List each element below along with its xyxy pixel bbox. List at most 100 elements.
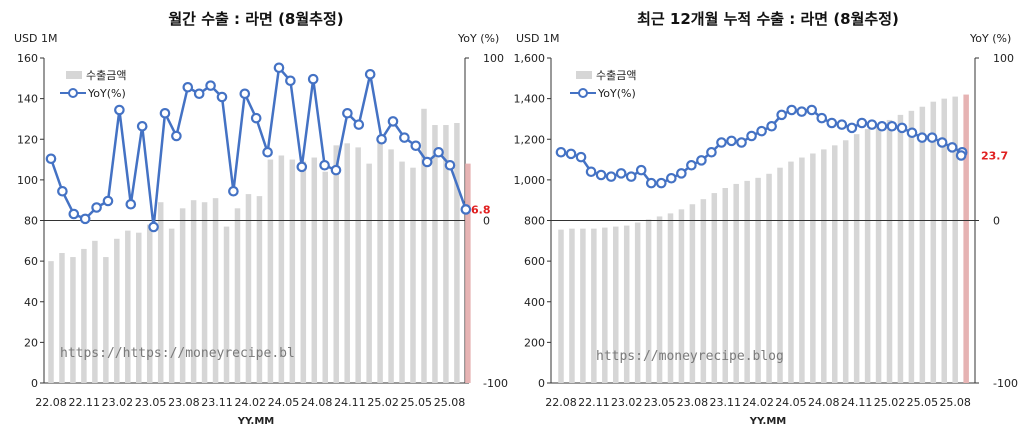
yoy-marker bbox=[364, 68, 376, 80]
bar bbox=[623, 225, 630, 383]
yoy-marker bbox=[666, 172, 677, 184]
x-tick-label: 25.08 bbox=[939, 396, 971, 409]
yoy-marker bbox=[595, 169, 607, 181]
bar bbox=[81, 248, 87, 383]
bar bbox=[223, 226, 230, 383]
bar bbox=[645, 219, 652, 383]
legend-item-bar: 수출금액 bbox=[60, 66, 126, 84]
bar bbox=[278, 155, 285, 383]
bar bbox=[799, 157, 805, 383]
yoy-marker bbox=[756, 125, 767, 137]
bar bbox=[941, 98, 947, 383]
yoy-marker bbox=[285, 75, 296, 87]
yoy-marker bbox=[936, 137, 948, 148]
bar bbox=[48, 261, 54, 383]
bar bbox=[864, 129, 871, 383]
x-tick-label: 23.05 bbox=[135, 396, 167, 409]
yoy-marker bbox=[262, 146, 273, 158]
y-tick-label: 80 bbox=[24, 215, 38, 228]
yoy-marker bbox=[319, 159, 330, 171]
y-tick-label: 1,000 bbox=[514, 174, 546, 187]
yoy-marker bbox=[159, 107, 171, 119]
y-tick-label: 1,600 bbox=[514, 52, 546, 65]
y-tick-label: 120 bbox=[17, 133, 38, 146]
bar bbox=[454, 123, 460, 383]
bar bbox=[377, 137, 383, 383]
bar bbox=[700, 199, 707, 383]
yoy-marker bbox=[353, 119, 365, 130]
bar bbox=[558, 229, 564, 383]
y-tick-label: 400 bbox=[524, 296, 545, 309]
y2-axis-label: YoY (%) bbox=[970, 32, 1012, 45]
y-tick-label: 40 bbox=[24, 296, 38, 309]
x-tick-label: 23.11 bbox=[710, 396, 742, 409]
legend-swatch bbox=[576, 71, 592, 79]
yoy-marker bbox=[216, 91, 228, 103]
y2-tick-label: 0 bbox=[483, 215, 490, 228]
legend-line-marker bbox=[60, 88, 86, 98]
legend-label: YoY(%) bbox=[598, 86, 636, 100]
bar bbox=[810, 153, 816, 383]
bar bbox=[667, 213, 674, 383]
chart-svg-cumulative: 0 200 400 600 800 1,000 1,200 1,400 1,600 -100 0 10… bbox=[514, 52, 1018, 409]
x-tick-label: 25.02 bbox=[874, 396, 906, 409]
bar bbox=[443, 125, 449, 383]
bar bbox=[410, 167, 416, 383]
y2-tick-label: 100 bbox=[483, 52, 504, 65]
x-tick-label: 24.11 bbox=[334, 396, 366, 409]
yoy-marker bbox=[228, 185, 239, 197]
legend-line-marker bbox=[570, 88, 596, 98]
bar bbox=[580, 228, 586, 383]
yoy-marker bbox=[676, 168, 687, 179]
y2-tick-label: 0 bbox=[993, 215, 1000, 228]
legend-item-bar: 수출금액 bbox=[570, 66, 636, 84]
y-tick-label: 600 bbox=[524, 255, 545, 268]
y-tick-label: 1,400 bbox=[514, 93, 546, 106]
bar bbox=[613, 226, 619, 383]
bar bbox=[591, 228, 597, 383]
y-tick-label: 0 bbox=[538, 377, 545, 390]
bar bbox=[103, 257, 109, 383]
bar bbox=[755, 177, 761, 383]
watermark: https://moneyrecipe.blog bbox=[596, 349, 784, 364]
legend: 수출금액 YoY(%) bbox=[60, 66, 126, 102]
bar bbox=[656, 216, 663, 383]
bar bbox=[179, 208, 186, 383]
bar bbox=[125, 230, 131, 383]
bar bbox=[602, 227, 608, 383]
yoy-marker bbox=[102, 195, 114, 207]
bar bbox=[875, 126, 882, 383]
bar bbox=[234, 208, 241, 383]
yoy-marker bbox=[726, 135, 737, 147]
legend-label: 수출금액 bbox=[596, 69, 637, 82]
x-tick-label: 23.11 bbox=[201, 396, 233, 409]
yoy-marker bbox=[635, 164, 647, 176]
bar bbox=[256, 196, 263, 383]
bar bbox=[634, 222, 641, 383]
yoy-marker bbox=[125, 198, 137, 210]
yoy-marker bbox=[946, 142, 958, 153]
bar bbox=[908, 110, 915, 383]
bar bbox=[963, 94, 969, 383]
yoy-marker bbox=[399, 132, 410, 143]
yoy-marker bbox=[565, 148, 577, 160]
yoy-marker bbox=[376, 133, 387, 145]
bar bbox=[399, 161, 405, 383]
yoy-marker bbox=[806, 104, 818, 116]
yoy-marker bbox=[605, 171, 617, 182]
bar bbox=[853, 134, 860, 383]
y2-axis-label: YoY (%) bbox=[458, 32, 500, 45]
bar bbox=[733, 183, 739, 383]
x-tick-label: 23.02 bbox=[611, 396, 643, 409]
last-value-label: 23.7 bbox=[981, 150, 1008, 163]
chart-panel-cumulative: 0 200 400 600 800 1,000 1,200 1,400 1,600 -100 0 10… bbox=[512, 0, 1024, 445]
legend-label: 수출금액 bbox=[86, 69, 127, 82]
x-tick-label: 25.02 bbox=[367, 396, 399, 409]
yoy-marker bbox=[575, 151, 587, 163]
yoy-marker bbox=[148, 221, 159, 233]
last-value-label: 6.8 bbox=[471, 203, 491, 216]
x-tick-label: 23.08 bbox=[677, 396, 709, 409]
bar bbox=[465, 163, 471, 383]
yoy-marker bbox=[706, 146, 717, 158]
